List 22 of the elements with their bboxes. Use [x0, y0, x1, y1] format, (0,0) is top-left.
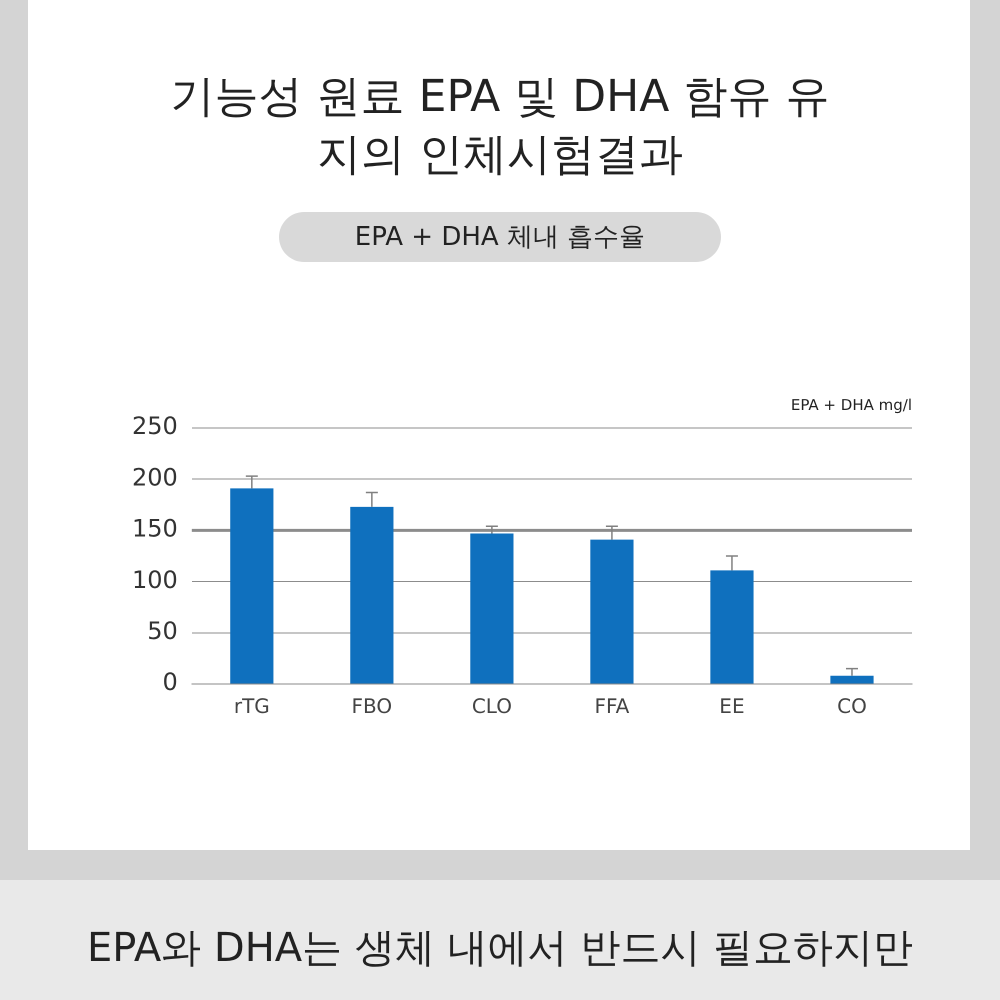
bar — [590, 540, 634, 684]
bar — [470, 533, 514, 684]
bar — [830, 676, 874, 684]
y-tick-label: 250 — [132, 412, 178, 440]
bar — [710, 570, 754, 684]
x-tick-label: CLO — [472, 694, 512, 718]
x-tick-label: rTG — [234, 694, 270, 718]
y-tick-label: 50 — [147, 617, 178, 646]
chart-title: 기능성 원료 EPA 및 DHA 함유 유지의 인체시험결과 — [170, 70, 830, 182]
y-tick-label: 100 — [132, 566, 178, 594]
x-tick-label: FBO — [352, 694, 392, 718]
x-tick-label: FFA — [594, 694, 630, 718]
x-tick-label: CO — [837, 694, 867, 718]
bar — [230, 488, 274, 684]
y-tick-label: 150 — [132, 514, 178, 543]
chart-subtitle: EPA + DHA 체내 흡수율 — [279, 212, 721, 262]
y-tick-label: 200 — [132, 463, 178, 492]
text: EPA와 DHA는 생체 내에서 반드시 필요하지만 — [86, 924, 914, 973]
y-axis-title: EPA + DHA mg/l — [790, 396, 912, 414]
y-tick-label: 0 — [162, 668, 178, 696]
bar — [350, 506, 394, 684]
x-tick-label: EE — [719, 694, 745, 718]
